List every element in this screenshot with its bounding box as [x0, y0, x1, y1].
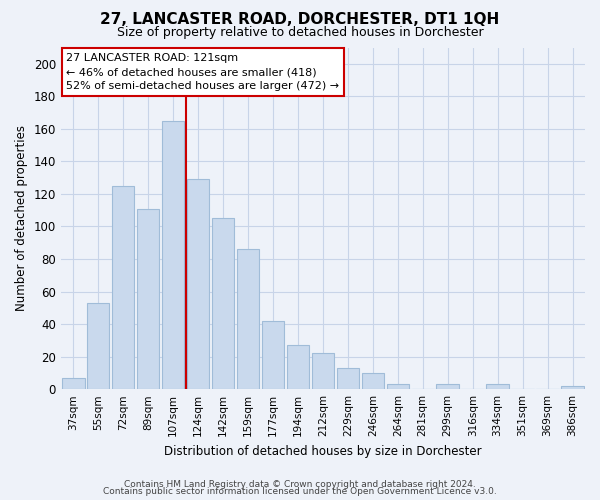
Bar [187, 180, 209, 389]
Bar [262, 321, 284, 389]
Bar [561, 386, 584, 389]
Y-axis label: Number of detached properties: Number of detached properties [15, 126, 28, 312]
Text: Size of property relative to detached houses in Dorchester: Size of property relative to detached ho… [116, 26, 484, 39]
Bar [386, 384, 409, 389]
Text: 27, LANCASTER ROAD, DORCHESTER, DT1 1QH: 27, LANCASTER ROAD, DORCHESTER, DT1 1QH [100, 12, 500, 28]
Bar [337, 368, 359, 389]
Bar [237, 250, 259, 389]
Bar [287, 346, 309, 389]
Text: 27 LANCASTER ROAD: 121sqm
← 46% of detached houses are smaller (418)
52% of semi: 27 LANCASTER ROAD: 121sqm ← 46% of detac… [66, 52, 339, 92]
Bar [62, 378, 85, 389]
Bar [112, 186, 134, 389]
Bar [487, 384, 509, 389]
Bar [436, 384, 459, 389]
X-axis label: Distribution of detached houses by size in Dorchester: Distribution of detached houses by size … [164, 444, 482, 458]
Bar [87, 303, 109, 389]
Text: Contains public sector information licensed under the Open Government Licence v3: Contains public sector information licen… [103, 488, 497, 496]
Bar [212, 218, 234, 389]
Bar [362, 373, 384, 389]
Bar [162, 120, 184, 389]
Bar [311, 354, 334, 389]
Bar [137, 208, 160, 389]
Text: Contains HM Land Registry data © Crown copyright and database right 2024.: Contains HM Land Registry data © Crown c… [124, 480, 476, 489]
